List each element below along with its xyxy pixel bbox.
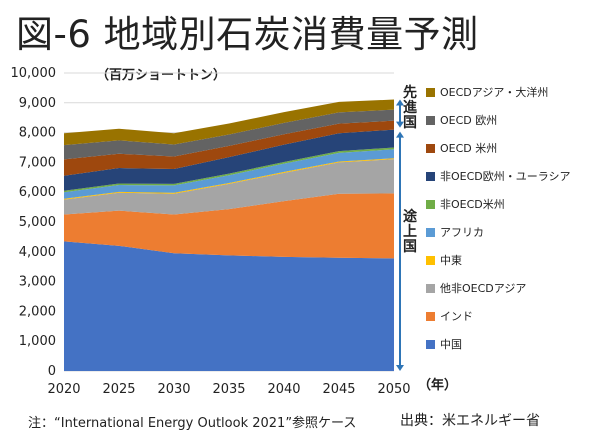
area-series [64, 120, 394, 176]
page-title: 図-6 地域別石炭消費量予測 [16, 13, 479, 56]
legend-item: OECD 欧州 [426, 106, 598, 134]
x-tick-label: 2050 [377, 382, 410, 397]
y-tick-label: 5,000 [19, 215, 56, 230]
y-axis-ticks: 0 1,000 2,000 3,000 4,000 5,000 6,000 7,000 8,00… [11, 66, 57, 379]
legend-label: アフリカ [440, 226, 484, 239]
footnote: 注：“International Energy Outlook 2021”参照ケ… [28, 416, 357, 431]
area-series [64, 147, 394, 193]
y-axis-unit-label: （百万ショートトン） [96, 68, 227, 83]
legend-label: OECD 欧州 [440, 114, 498, 127]
area-series [64, 158, 394, 200]
area-series [64, 129, 394, 191]
x-tick-label: 2020 [47, 382, 80, 397]
developing-bracket-label: 途上国 [403, 209, 417, 255]
legend-item: OECD 米州 [426, 134, 598, 162]
legend-swatch [426, 115, 435, 125]
legend-item: 非OECD欧州・ユーラシア [426, 162, 598, 190]
y-tick-label: 1,000 [19, 334, 56, 349]
y-tick-label: 7,000 [19, 155, 56, 170]
y-tick-label: 0 [48, 364, 56, 379]
legend-swatch [426, 87, 435, 97]
y-tick-label: 4,000 [19, 245, 56, 260]
legend-swatch [426, 255, 435, 265]
area-series [64, 149, 394, 199]
legend-swatch [426, 171, 435, 181]
x-tick-label: 2030 [157, 382, 190, 397]
legend-item: 中国 [426, 330, 598, 358]
legend-swatch [426, 199, 435, 209]
stacked-areas [64, 99, 394, 371]
y-tick-label: 10,000 [11, 66, 57, 81]
developed-bracket-arrow-top [396, 99, 404, 106]
x-tick-label: 2040 [267, 382, 300, 397]
region-brackets [396, 99, 404, 371]
legend-item: 非OECD米州 [426, 190, 598, 218]
area-series [64, 193, 394, 259]
x-axis-ticks: 2020 2025 2030 2035 2040 2045 2050 [47, 382, 410, 397]
legend-label: 非OECD米州 [440, 198, 505, 211]
source-note: 出典：米エネルギー省 [400, 413, 540, 429]
legend-label: 中国 [440, 338, 462, 351]
legend-swatch [426, 227, 435, 237]
area-series [64, 99, 394, 146]
y-tick-label: 8,000 [19, 126, 56, 141]
legend-label: インド [440, 310, 473, 323]
legend-item: インド [426, 302, 598, 330]
legend-item: アフリカ [426, 218, 598, 246]
y-tick-label: 2,000 [19, 304, 56, 319]
legend-label: 中東 [440, 254, 462, 267]
developing-bracket-arrow-top [396, 131, 404, 138]
x-tick-label: 2025 [102, 382, 135, 397]
legend-label: OECD 米州 [440, 142, 498, 155]
area-series [64, 159, 394, 215]
developed-bracket-arrow-bottom [396, 121, 404, 128]
legend-swatch [426, 143, 435, 153]
x-tick-label: 2045 [322, 382, 355, 397]
x-tick-label: 2035 [212, 382, 245, 397]
area-series [64, 241, 394, 371]
chart-legend: OECDアジア・大洋州 OECD 欧州 OECD 米州非OECD欧州・ユーラシア 非O… [426, 78, 598, 358]
x-axis-label: （年） [418, 378, 458, 393]
legend-item: OECDアジア・大洋州 [426, 78, 598, 106]
legend-swatch [426, 339, 435, 349]
legend-swatch [426, 311, 435, 321]
y-tick-label: 6,000 [19, 185, 56, 200]
legend-label: 他非OECDアジア [440, 282, 527, 295]
legend-label: 非OECD欧州・ユーラシア [440, 170, 571, 183]
legend-item: 中東 [426, 246, 598, 274]
developing-bracket-arrow-bottom [396, 365, 404, 371]
y-tick-label: 3,000 [19, 275, 56, 290]
legend-label: OECDアジア・大洋州 [440, 86, 549, 99]
developed-bracket-label: 先進国 [403, 85, 417, 131]
legend-item: 他非OECDアジア [426, 274, 598, 302]
y-tick-label: 9,000 [19, 96, 56, 111]
legend-swatch [426, 283, 435, 293]
